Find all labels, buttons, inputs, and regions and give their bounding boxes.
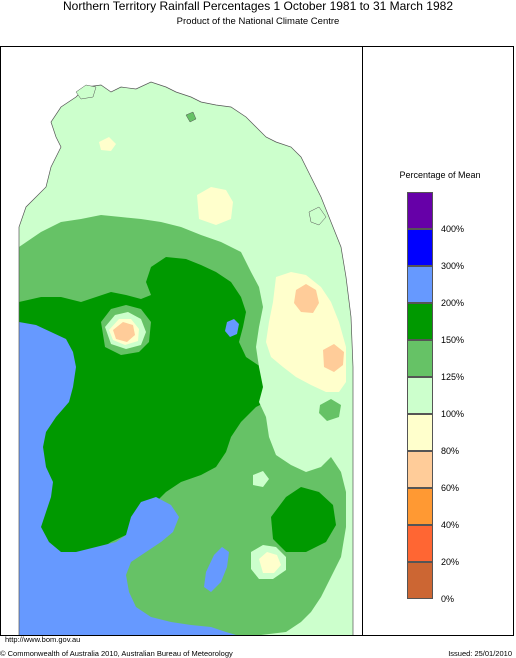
island-tiwi [75,84,97,100]
legend-label: 400% [441,224,465,234]
island-groote [308,206,327,226]
legend-label: 150% [441,335,465,345]
region-cream-south [259,552,281,573]
legend-swatch [407,562,433,599]
coastline [18,81,354,635]
island-small-green [185,111,197,123]
region-dark-green-southeast [271,487,336,552]
legend-swatch [407,525,433,562]
legend-swatch [407,192,433,229]
rainfall-map [1,47,362,635]
region-peach-east-north [294,284,319,313]
region-blue-central [225,319,239,337]
legend-swatch [407,266,433,303]
issued-date: Issued: 25/01/2010 [448,649,512,658]
legend-swatch [407,229,433,266]
region-cream-small [99,137,116,151]
legend-swatch [407,451,433,488]
region-blue-west [19,322,236,635]
legend-label: 125% [441,372,465,382]
map-title: Northern Territory Rainfall Percentages … [63,0,453,13]
legend-swatch [407,414,433,451]
legend-label: 200% [441,298,465,308]
legend-swatch [407,303,433,340]
region-peach-spot [113,322,135,342]
legend-swatch [407,340,433,377]
legend-label: 0% [441,594,455,604]
region-blue-south [204,547,229,592]
copyright-text: © Commonwealth of Australia 2010, Austra… [0,649,233,658]
region-peach-east-south [323,344,344,372]
legend-label: 20% [441,557,460,567]
legend-label: 80% [441,446,460,456]
legend-swatch [407,377,433,414]
legend-label: 40% [441,520,460,530]
region-mid-green-patch [319,399,341,421]
sea-mask [1,47,362,635]
legend-label: 60% [441,483,460,493]
legend-divider [362,46,363,636]
legend-label: 100% [441,409,465,419]
legend-swatch [407,488,433,525]
legend-title: Percentage of Mean [399,170,481,180]
map-subtitle: Product of the National Climate Centre [176,16,340,27]
region-cream-north [197,187,233,225]
region-light-green-patch [253,471,269,487]
legend-label: 300% [441,261,465,271]
source-url[interactable]: http://www.bom.gov.au [5,635,81,644]
map-frame [0,46,514,636]
region-dark-green [19,257,286,597]
